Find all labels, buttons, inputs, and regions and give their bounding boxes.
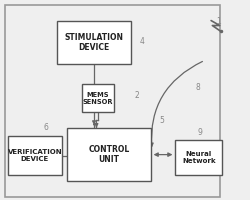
Bar (67, 128, 151, 181)
Text: 5: 5 (159, 116, 164, 125)
Text: 8: 8 (195, 83, 200, 92)
Bar (175, 140, 222, 175)
Text: 6: 6 (44, 123, 49, 132)
Text: Neural
Network: Neural Network (182, 151, 216, 164)
Bar (5, 5, 220, 197)
Text: CONTROL
UNIT: CONTROL UNIT (88, 145, 130, 164)
Bar (57, 21, 131, 64)
Text: 2: 2 (135, 91, 140, 100)
Text: 4: 4 (140, 37, 144, 46)
Bar (82, 84, 114, 112)
Text: STIMULATION
DEVICE: STIMULATION DEVICE (64, 33, 124, 52)
Text: 9: 9 (198, 128, 202, 137)
Text: MEMS
SENSOR: MEMS SENSOR (82, 92, 113, 105)
Bar (8, 136, 62, 175)
Text: VERIFICATION
DEVICE: VERIFICATION DEVICE (8, 149, 62, 162)
Text: 1: 1 (216, 17, 221, 26)
